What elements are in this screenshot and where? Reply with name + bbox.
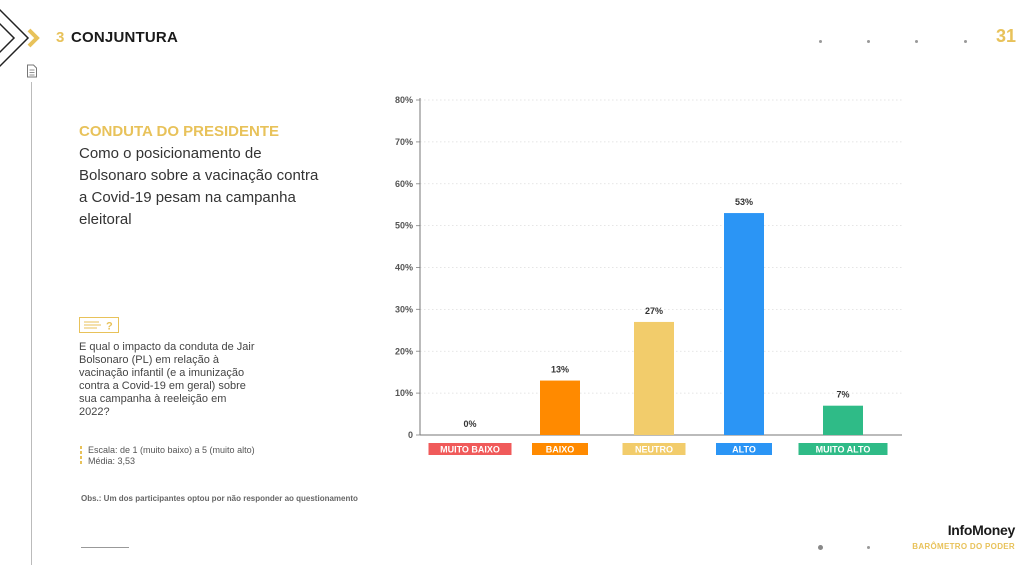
x-tick-label: MUITO BAIXO bbox=[440, 445, 500, 455]
y-tick-label: 70% bbox=[395, 137, 413, 147]
bar-alto bbox=[724, 213, 764, 435]
y-tick-label: 60% bbox=[395, 179, 413, 189]
section-kicker: CONDUTA DO PRESIDENTE bbox=[79, 123, 280, 140]
page-number: 31 bbox=[995, 26, 1016, 46]
brand-subtitle: BARÔMETRO DO PODER bbox=[912, 542, 1015, 551]
decorative-dot bbox=[867, 40, 870, 43]
footer-line bbox=[81, 547, 129, 548]
decorative-dot bbox=[964, 40, 967, 43]
qbox-mark: ? bbox=[106, 321, 113, 333]
y-tick-label: 40% bbox=[395, 263, 413, 273]
bar-muito-alto bbox=[823, 405, 863, 435]
category-chip bbox=[622, 443, 686, 455]
category-chip bbox=[798, 443, 888, 455]
x-tick-label: MUITO ALTO bbox=[816, 445, 871, 455]
data-label: 27% bbox=[645, 306, 663, 316]
mean-text: Média: 3,53 bbox=[88, 456, 136, 466]
bar-neutro bbox=[634, 321, 674, 435]
section-number: 3 bbox=[56, 29, 65, 46]
x-tick-label: ALTO bbox=[732, 445, 756, 455]
y-tick-label: 80% bbox=[395, 95, 413, 105]
x-tick-label: BAIXO bbox=[546, 445, 575, 455]
y-tick-label: 10% bbox=[395, 388, 413, 398]
data-label: 13% bbox=[551, 365, 569, 375]
bar-baixo bbox=[540, 380, 580, 435]
y-tick-label: 0 bbox=[408, 430, 413, 440]
decorative-dot bbox=[819, 40, 822, 43]
data-label: 7% bbox=[836, 390, 849, 400]
scale-note: Escala: de 1 (muito baixo) a 5 (muito al… bbox=[88, 445, 255, 467]
y-tick-label: 20% bbox=[395, 346, 413, 356]
data-label: 0% bbox=[463, 419, 476, 429]
scale-marker bbox=[80, 446, 82, 466]
brand-logo: InfoMoney bbox=[947, 522, 1016, 538]
left-rail-line bbox=[31, 82, 32, 565]
page-question: Como o posicionamento de Bolsonaro sobre… bbox=[79, 145, 319, 228]
scale-text: Escala: de 1 (muito baixo) a 5 (muito al… bbox=[88, 445, 255, 455]
decorative-dot bbox=[818, 545, 823, 550]
category-chip bbox=[716, 443, 772, 455]
data-label: 53% bbox=[735, 197, 753, 207]
y-tick-label: 50% bbox=[395, 221, 413, 231]
category-chip bbox=[532, 443, 588, 455]
y-tick-label: 30% bbox=[395, 304, 413, 314]
x-tick-label: NEUTRO bbox=[635, 445, 673, 455]
chevron-right-icon bbox=[0, 8, 30, 68]
text-question-icon: ? bbox=[79, 317, 119, 333]
category-chip bbox=[428, 443, 512, 455]
document-icon bbox=[27, 64, 37, 78]
observation-note: Obs.: Um dos participantes optou por não… bbox=[81, 494, 358, 503]
decorative-dot bbox=[915, 40, 918, 43]
section-title: CONJUNTURA bbox=[71, 29, 178, 46]
chevron-right-icon bbox=[27, 28, 40, 48]
decorative-dot bbox=[867, 546, 870, 549]
survey-question: E qual o impacto da conduta de Jair Bols… bbox=[79, 341, 255, 418]
